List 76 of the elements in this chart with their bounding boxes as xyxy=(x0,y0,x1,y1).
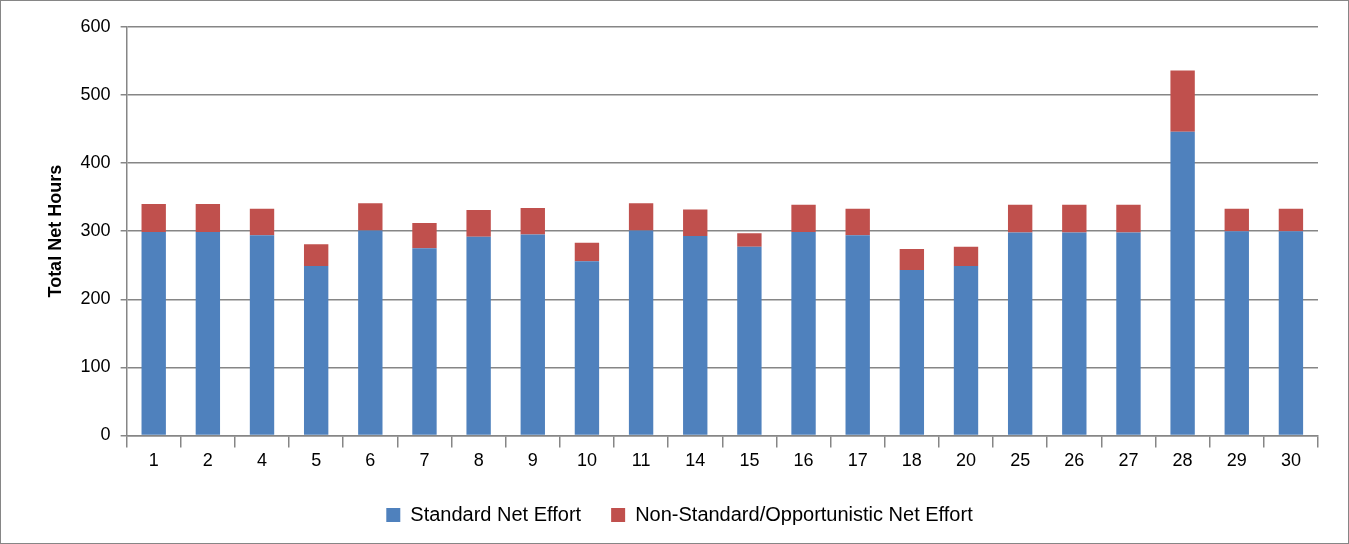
y-tick-label: 200 xyxy=(80,288,111,309)
bar xyxy=(737,246,762,435)
x-tick-label: 27 xyxy=(1118,450,1139,471)
bar xyxy=(1278,208,1304,232)
bar xyxy=(628,230,654,435)
bar xyxy=(358,230,383,435)
y-tick-label: 400 xyxy=(80,152,111,173)
bar xyxy=(953,246,979,266)
x-tick-label: 17 xyxy=(847,450,868,471)
x-tick-label: 6 xyxy=(365,450,376,471)
x-tick-label: 14 xyxy=(685,450,706,471)
bar xyxy=(466,236,491,435)
x-tick-label: 10 xyxy=(576,450,597,471)
bar xyxy=(1170,70,1195,132)
bar xyxy=(1116,204,1141,233)
bar xyxy=(845,208,870,236)
bar xyxy=(1224,231,1249,435)
y-tick-label: 0 xyxy=(100,424,111,445)
bar xyxy=(791,231,816,435)
x-tick-label: 20 xyxy=(955,450,977,471)
x-tick-label: 26 xyxy=(1064,450,1085,471)
y-tick-label: 500 xyxy=(80,84,111,105)
y-tick-label: 100 xyxy=(80,356,111,377)
bar xyxy=(249,208,275,236)
bar xyxy=(358,203,383,231)
bar xyxy=(195,203,221,232)
bar xyxy=(520,234,545,435)
bar xyxy=(953,265,979,435)
x-tick-label: 29 xyxy=(1226,450,1247,471)
bar xyxy=(791,204,816,232)
bar xyxy=(574,261,600,435)
y-tick-label: 300 xyxy=(80,220,111,241)
bar xyxy=(466,210,491,237)
x-tick-label: 15 xyxy=(739,450,760,471)
bar xyxy=(1007,232,1033,435)
y-tick-label: 600 xyxy=(80,15,111,36)
bar xyxy=(683,235,708,435)
x-tick-label: 9 xyxy=(527,450,538,471)
bar xyxy=(1278,231,1304,435)
bar xyxy=(845,235,870,435)
legend-label: Non-Standard/Opportunistic Net Effort xyxy=(635,502,974,525)
x-tick-label: 18 xyxy=(901,450,922,471)
x-tick-label: 25 xyxy=(1010,450,1031,471)
x-tick-label: 5 xyxy=(311,450,322,471)
bar xyxy=(141,231,166,435)
bar xyxy=(1062,232,1087,435)
bar xyxy=(520,208,545,235)
x-tick-label: 11 xyxy=(631,450,651,471)
bar xyxy=(737,233,762,247)
bar xyxy=(574,242,600,262)
bar xyxy=(1062,204,1087,233)
bar xyxy=(412,248,437,435)
bar xyxy=(1224,208,1249,232)
bar xyxy=(195,231,221,435)
x-tick-label: 1 xyxy=(148,450,159,471)
x-tick-label: 4 xyxy=(257,450,268,471)
bar xyxy=(1116,232,1141,435)
bar xyxy=(899,248,925,270)
x-tick-label: 16 xyxy=(793,450,814,471)
y-axis-title: Total Net Hours xyxy=(44,164,65,298)
legend-label: Standard Net Effort xyxy=(410,502,582,525)
bar xyxy=(303,244,329,266)
bar xyxy=(249,235,275,435)
x-tick-label: 28 xyxy=(1172,450,1193,471)
bar xyxy=(1170,131,1195,435)
x-tick-label: 30 xyxy=(1280,450,1301,471)
bar xyxy=(1007,204,1033,233)
bar xyxy=(141,203,166,232)
bar xyxy=(899,270,925,435)
bar xyxy=(303,265,329,435)
x-tick-label: 2 xyxy=(202,450,213,471)
bar xyxy=(683,209,708,236)
x-tick-label: 7 xyxy=(419,450,430,471)
bar xyxy=(412,223,437,249)
x-tick-label: 8 xyxy=(473,450,484,471)
bar xyxy=(628,203,654,231)
